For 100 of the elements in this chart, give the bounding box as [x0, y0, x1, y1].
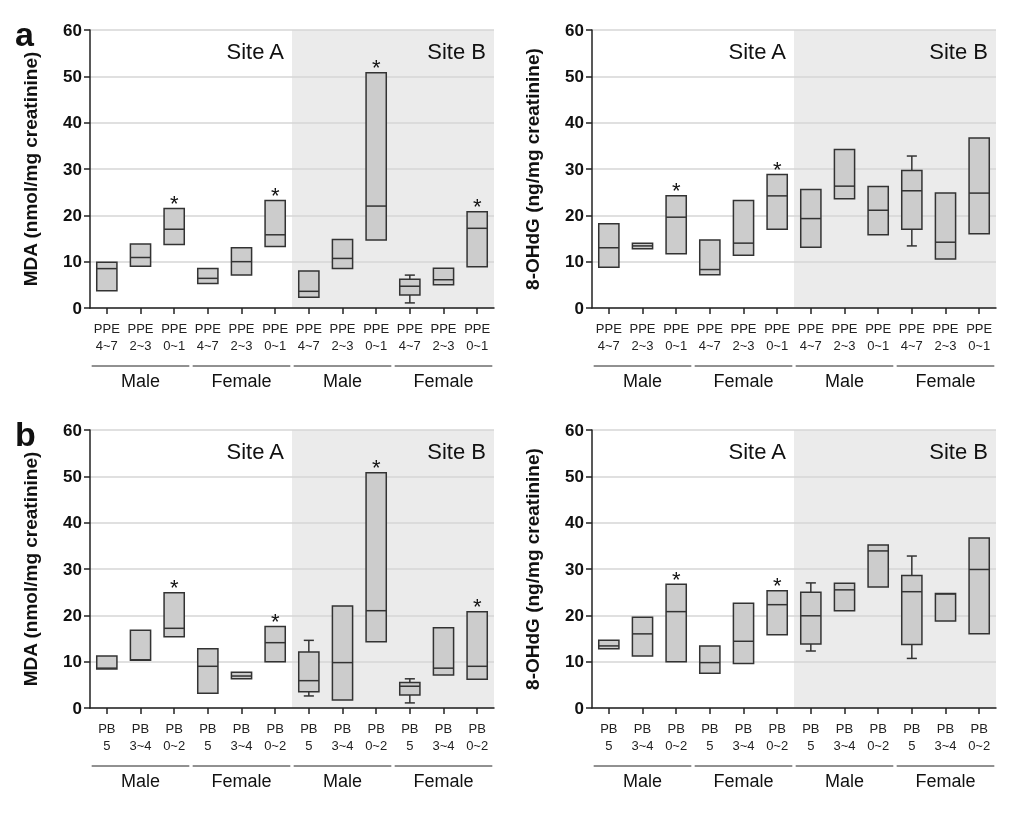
x-tick-label: PPE 0~1 [865, 321, 892, 353]
y-tick-label: 60 [565, 420, 584, 440]
y-axis-title: 8-OHdG (ng/mg creatinine) [522, 448, 543, 690]
chart-title: b [15, 415, 36, 453]
text: Male [622, 771, 663, 791]
text: Female [211, 771, 272, 791]
x-tick-label: PPE 4~7 [797, 321, 825, 353]
text: Female [915, 771, 976, 791]
y-axis-title: MDA (nmol/mg creatinine) [20, 451, 41, 687]
y-tick-label: 40 [565, 513, 584, 533]
y-tick-label: 60 [565, 20, 584, 40]
text: * [772, 573, 782, 599]
text: Male [120, 771, 161, 791]
x-tick-label: PPE 4~7 [93, 321, 121, 353]
x-tick-label: PB 5 [903, 721, 921, 753]
text: * [371, 55, 381, 81]
y-tick-label: 50 [565, 466, 584, 486]
x-tick-label: PB 3~4 [129, 721, 152, 753]
y-tick-label: 30 [63, 159, 82, 179]
y-tick-label: 50 [565, 66, 584, 86]
annotation: Site A [728, 38, 787, 64]
y-tick-label: 10 [63, 652, 82, 672]
y-tick-label: 0 [72, 698, 82, 718]
x-tick-label: PPE 0~1 [764, 321, 791, 353]
y-tick-label: 20 [565, 605, 584, 625]
x-tick-label: PB 0~2 [968, 721, 991, 753]
y-tick-label: 60 [63, 420, 82, 440]
text: Male [622, 371, 663, 391]
x-tick-label: PB 5 [98, 721, 116, 753]
y-axis-title: MDA (nmol/mg creatinine) [20, 51, 41, 287]
x-tick-label: PPE 0~1 [262, 321, 289, 353]
x-tick-label: PB 0~2 [163, 721, 186, 753]
text: Male [322, 771, 363, 791]
y-tick-label: 10 [565, 652, 584, 672]
annotation: Site A [226, 38, 285, 64]
x-tick-label: PPE 2~3 [329, 321, 356, 353]
y-tick-label: 50 [63, 66, 82, 86]
chart-title: a [15, 15, 35, 53]
y-tick-label: 10 [63, 252, 82, 272]
text: Female [413, 771, 474, 791]
text: Female [713, 771, 774, 791]
x-tick-label: PPE 4~7 [194, 321, 222, 353]
y-tick-label: 0 [574, 698, 584, 718]
x-tick-label: PB 3~4 [934, 721, 957, 753]
x-tick-label: PB 5 [600, 721, 618, 753]
text: * [270, 608, 280, 634]
y-tick-label: 30 [565, 559, 584, 579]
text: * [371, 455, 381, 481]
x-tick-label: PPE 2~3 [228, 321, 255, 353]
y-tick-label: 20 [565, 205, 584, 225]
x-tick-label: PPE 0~1 [363, 321, 390, 353]
x-tick-label: PB 0~2 [867, 721, 890, 753]
text: * [270, 183, 280, 209]
x-tick-label: PPE 2~3 [430, 321, 457, 353]
x-tick-label: PPE 0~1 [464, 321, 491, 353]
x-tick-label: PPE 4~7 [696, 321, 724, 353]
text: * [169, 190, 179, 216]
x-tick-label: PPE 2~3 [127, 321, 154, 353]
x-tick-label: PPE 0~1 [966, 321, 993, 353]
text: Male [322, 371, 363, 391]
x-tick-label: PPE 4~7 [396, 321, 424, 353]
y-tick-label: 40 [63, 113, 82, 133]
y-tick-label: 10 [565, 252, 584, 272]
annotation: Site B [427, 38, 486, 64]
y-tick-label: 50 [63, 466, 82, 486]
text: Female [211, 371, 272, 391]
y-tick-label: 30 [63, 559, 82, 579]
text: Female [713, 371, 774, 391]
x-tick-label: PB 3~4 [230, 721, 253, 753]
annotation: Site B [929, 438, 988, 464]
x-tick-label: PB 0~2 [766, 721, 789, 753]
text: Male [120, 371, 161, 391]
x-tick-label: PB 3~4 [631, 721, 654, 753]
x-tick-label: PB 3~4 [833, 721, 856, 753]
annotation: Site A [728, 438, 787, 464]
x-tick-label: PB 5 [199, 721, 217, 753]
y-tick-label: 40 [565, 113, 584, 133]
text: * [472, 194, 482, 220]
y-tick-label: 30 [565, 159, 584, 179]
annotation: Site B [427, 438, 486, 464]
annotation: Site B [929, 38, 988, 64]
text: Female [915, 371, 976, 391]
y-tick-label: 40 [63, 513, 82, 533]
x-tick-label: PPE 2~3 [932, 321, 959, 353]
x-tick-label: PPE 0~1 [161, 321, 188, 353]
x-tick-label: PB 5 [300, 721, 318, 753]
text: Male [824, 371, 865, 391]
x-tick-label: PPE 4~7 [595, 321, 623, 353]
x-tick-label: PB 0~2 [264, 721, 287, 753]
y-tick-label: 0 [574, 298, 584, 318]
x-tick-label: PB 5 [701, 721, 719, 753]
text: * [671, 566, 681, 592]
x-tick-label: PB 3~4 [331, 721, 354, 753]
x-tick-label: PPE 0~1 [663, 321, 690, 353]
x-tick-label: PB 0~2 [665, 721, 688, 753]
y-tick-label: 60 [63, 20, 82, 40]
x-tick-label: PPE 4~7 [898, 321, 926, 353]
text: * [772, 157, 782, 183]
x-tick-label: PB 5 [401, 721, 419, 753]
x-tick-label: PB 0~2 [365, 721, 388, 753]
